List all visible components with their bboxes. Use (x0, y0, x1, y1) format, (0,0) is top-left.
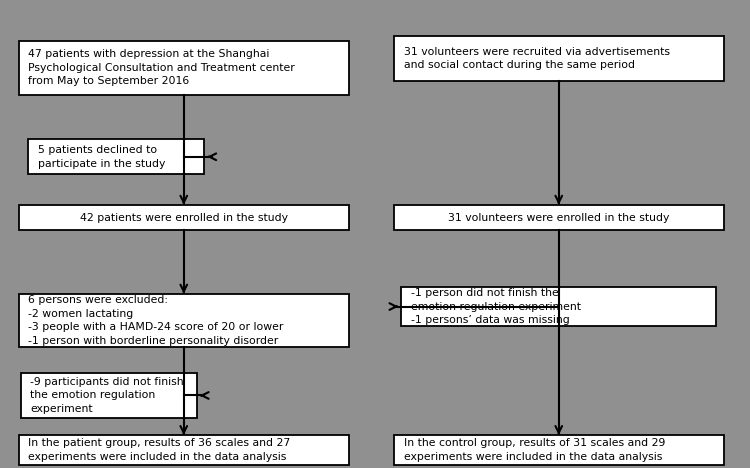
Bar (394, 37, 724, 80)
Text: In the patient group, results of 36 scales and 27
experiments were included in t: In the patient group, results of 36 scal… (28, 439, 291, 462)
Text: -1 person did not finish the
emotion regulation experiment
-1 persons’ data was : -1 person did not finish the emotion reg… (411, 288, 581, 325)
Bar (401, 286, 716, 327)
Bar (19, 294, 349, 347)
Text: 31 volunteers were recruited via advertisements
and social contact during the sa: 31 volunteers were recruited via adverti… (404, 47, 670, 70)
Text: 42 patients were enrolled in the study: 42 patients were enrolled in the study (80, 212, 288, 223)
Bar (394, 205, 724, 230)
Text: In the control group, results of 31 scales and 29
experiments were included in t: In the control group, results of 31 scal… (404, 439, 664, 462)
Text: 31 volunteers were enrolled in the study: 31 volunteers were enrolled in the study (448, 212, 670, 223)
Text: 6 persons were excluded:
-2 women lactating
-3 people with a HAMD-24 score of 20: 6 persons were excluded: -2 women lactat… (28, 295, 284, 346)
Bar (394, 435, 724, 465)
Bar (20, 373, 196, 417)
Text: 47 patients with depression at the Shanghai
Psychological Consultation and Treat: 47 patients with depression at the Shang… (28, 49, 296, 87)
Text: -9 participants did not finish
the emotion regulation
experiment: -9 participants did not finish the emoti… (30, 377, 184, 414)
Bar (19, 41, 349, 95)
Bar (19, 435, 349, 465)
Bar (19, 205, 349, 230)
Text: 5 patients declined to
participate in the study: 5 patients declined to participate in th… (38, 145, 165, 168)
Bar (28, 139, 204, 174)
